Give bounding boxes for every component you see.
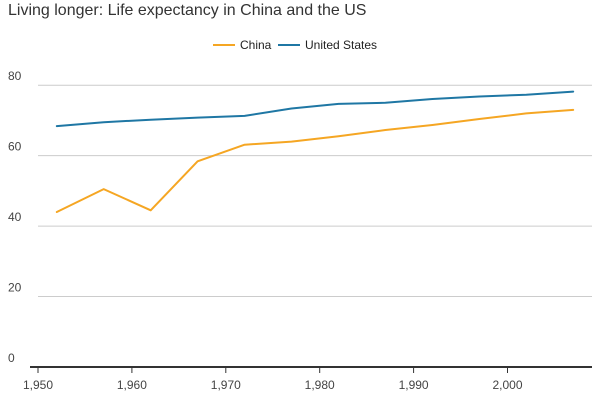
series-lines (54, 89, 576, 215)
x-tick-label: 1,990 (399, 378, 429, 392)
data-point (335, 101, 341, 107)
data-point (476, 93, 482, 99)
x-tick-label: 1,980 (305, 378, 335, 392)
data-point (101, 119, 107, 125)
gridlines (38, 84, 592, 298)
data-point (289, 139, 295, 145)
series-line-china (55, 108, 575, 213)
y-tick-label: 20 (8, 281, 22, 295)
data-point (195, 158, 201, 164)
data-point (101, 186, 107, 192)
x-tick-label: 1,950 (23, 378, 53, 392)
y-tick-label: 0 (8, 351, 15, 365)
data-point (523, 110, 529, 116)
data-point (570, 107, 576, 113)
y-tick-label: 80 (8, 69, 22, 83)
data-point (195, 115, 201, 121)
x-tick-label: 1,960 (117, 378, 147, 392)
legend-label: China (240, 38, 272, 52)
y-tick-label: 60 (8, 140, 22, 154)
data-point (289, 105, 295, 111)
data-point (570, 89, 576, 95)
data-point (148, 207, 154, 213)
data-point (242, 113, 248, 119)
data-point (242, 142, 248, 148)
data-point (429, 122, 435, 128)
data-point (476, 116, 482, 122)
x-tick-label: 1,970 (211, 378, 241, 392)
axes: 0 20 40 60 80 1,950 1,960 1,970 1,980 1,990 2,000 (8, 69, 592, 392)
series-line-united-states (55, 90, 575, 128)
data-point (382, 127, 388, 133)
chart-title: Living longer: Life expectancy in China … (8, 2, 367, 19)
data-point (382, 100, 388, 106)
data-point (523, 92, 529, 98)
data-point (429, 96, 435, 102)
y-tick-label: 40 (8, 210, 22, 224)
legend-label: United States (305, 38, 377, 52)
data-point (335, 133, 341, 139)
data-point (148, 117, 154, 123)
data-point (54, 209, 60, 215)
x-tick-label: 2,000 (492, 378, 522, 392)
data-point (54, 123, 60, 129)
legend: China United States (213, 38, 377, 52)
